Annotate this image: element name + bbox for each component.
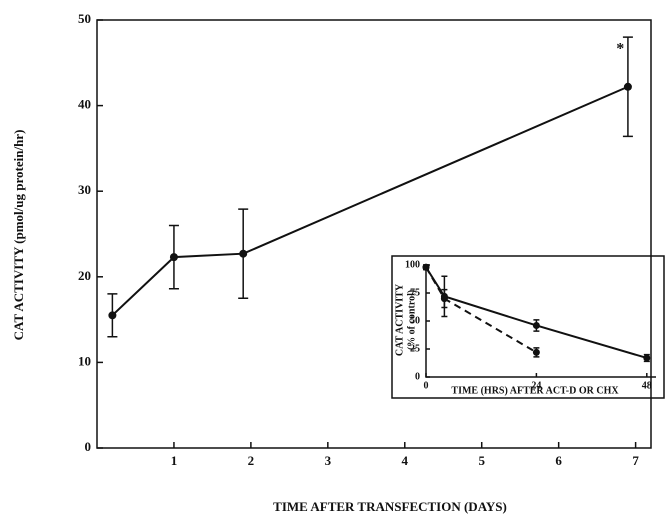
y-tick-label: 0 [415, 371, 420, 382]
line [111, 85, 629, 317]
y-tick-label: 100 [405, 259, 420, 270]
y-tick-label: 10 [78, 353, 91, 368]
point [169, 253, 178, 262]
x-tick-label: 5 [478, 453, 485, 468]
point [239, 249, 248, 258]
y-tick-label: 50 [78, 11, 91, 26]
point [422, 263, 430, 271]
y-tick-label: 40 [78, 97, 91, 112]
y-tick-label: 20 [78, 268, 91, 283]
y-tick-label: 0 [85, 439, 92, 454]
x-tick-label: 7 [632, 453, 639, 468]
inset-frame [391, 255, 665, 399]
x-tick-label: 3 [325, 453, 332, 468]
x-tick-label: 48 [642, 380, 652, 391]
x-axis-label: TIME (HRS) AFTER ACT-D OR CHX [451, 385, 619, 396]
y-axis-label: CAT ACTIVITY (pmol/ug protein/hr) [11, 130, 26, 341]
x-tick-label: 0 [424, 380, 429, 391]
y-tick-label: 25 [410, 343, 420, 354]
y-axis-label: CAT ACTIVITY [394, 283, 405, 356]
point [108, 311, 117, 320]
y-axis-label: (% of control) [406, 290, 417, 350]
x-tick-label: 6 [555, 453, 562, 468]
x-tick-label: 2 [248, 453, 255, 468]
point [532, 348, 540, 356]
annotation: * [616, 41, 624, 58]
y-tick-label: 30 [78, 182, 91, 197]
x-axis-label: TIME AFTER TRANSFECTION (DAYS) [273, 499, 507, 514]
axes [96, 19, 652, 449]
point [643, 354, 651, 362]
y-tick-label: 75 [410, 287, 420, 298]
x-tick-label: 24 [531, 380, 541, 391]
point [440, 295, 448, 303]
point [532, 321, 540, 329]
x-tick-label: 4 [402, 453, 409, 468]
y-tick-label: 50 [410, 315, 420, 326]
point [623, 82, 632, 91]
x-tick-label: 1 [171, 453, 178, 468]
